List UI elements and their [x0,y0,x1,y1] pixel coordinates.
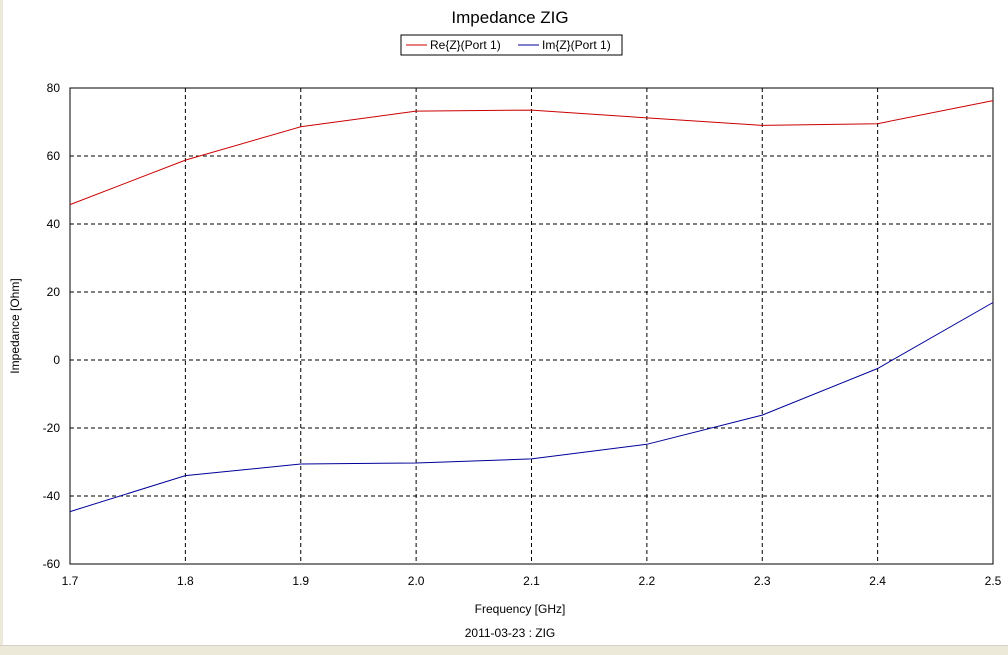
x-tick-label: 2.0 [408,574,425,588]
y-tick-label: 40 [47,217,61,231]
plot-frame [69,87,994,565]
window-left-edge [0,0,3,655]
x-tick-label: 2.2 [639,574,656,588]
legend-label-re: Re{Z}(Port 1) [430,38,501,52]
y-tick-label: 60 [47,149,61,163]
tick-labels: 1.7 1.8 1.9 2.0 2.1 2.2 2.3 2.4 2.5 -60 -40 -20 0 20 4… [43,81,1002,588]
series-line-re [69,100,994,206]
x-tick-label: 2.4 [869,574,886,588]
x-tick-label: 2.5 [985,574,1002,588]
grid [70,88,993,564]
legend-box [400,34,623,56]
x-tick-label: 2.3 [754,574,771,588]
series-line-im [69,302,994,513]
y-tick-label: -40 [43,489,61,503]
y-axis-label: Impedance [Ohm] [8,278,22,373]
window-bottom-edge [0,645,1008,655]
y-tick-label: 80 [47,81,61,95]
series-layer [69,100,994,513]
y-tick-label: -60 [43,557,61,571]
x-tick-label: 2.1 [523,574,540,588]
x-axis-label: Frequency [GHz] [475,602,566,616]
x-tick-label: 1.9 [292,574,309,588]
legend: Re{Z}(Port 1) Im{Z}(Port 1) [400,34,623,56]
x-tick-label: 1.7 [62,574,79,588]
y-tick-label: 20 [47,285,61,299]
chart-title: Impedance ZIG [451,8,568,27]
chart-footer: 2011-03-23 : ZIG [465,626,556,640]
legend-label-im: Im{Z}(Port 1) [542,38,611,52]
y-tick-label: 0 [53,353,60,367]
x-tick-label: 1.8 [177,574,194,588]
y-tick-label: -20 [43,421,61,435]
